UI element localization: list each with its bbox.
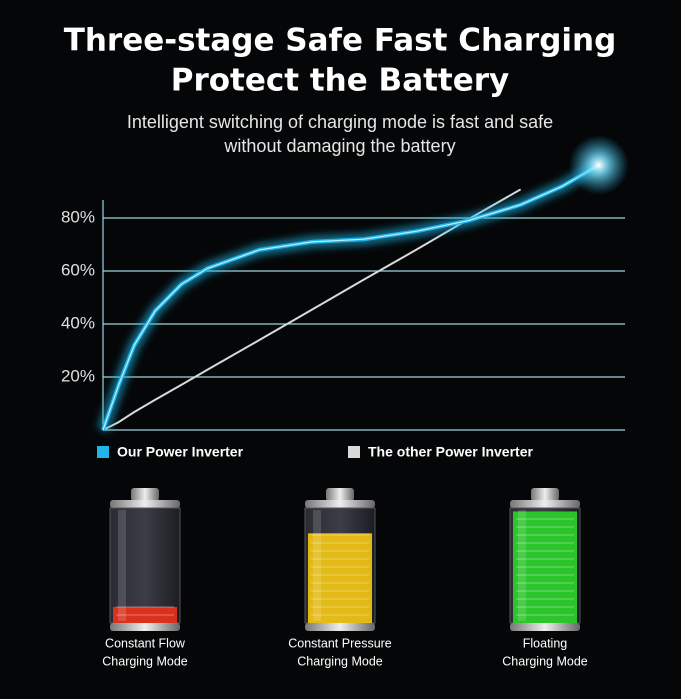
title-line: Three-stage Safe Fast Charging: [64, 23, 617, 59]
battery-band: [510, 500, 580, 508]
battery: [509, 488, 581, 631]
y-tick-label: 80%: [61, 207, 95, 226]
battery-base: [110, 623, 180, 631]
battery-band: [110, 500, 180, 508]
y-tick-label: 40%: [61, 313, 95, 332]
legend-label: The other Power Inverter: [368, 444, 533, 460]
battery-charge: [308, 533, 372, 623]
y-tick-label: 20%: [61, 366, 95, 385]
battery-label: Charging Mode: [297, 654, 383, 668]
legend-swatch: [348, 446, 360, 458]
battery-shine: [518, 510, 526, 621]
legend-swatch: [97, 446, 109, 458]
series-line: [102, 188, 522, 431]
battery-cap: [531, 488, 559, 501]
battery-label: Floating: [523, 636, 568, 650]
battery-cap: [131, 488, 159, 501]
battery-base: [305, 623, 375, 631]
battery-band: [305, 500, 375, 508]
title-line: Protect the Battery: [171, 63, 510, 99]
series-line: [101, 163, 600, 431]
battery-label: Charging Mode: [502, 654, 588, 668]
battery-label: Constant Pressure: [288, 636, 392, 650]
battery-body: [109, 507, 181, 624]
y-tick-label: 60%: [61, 260, 95, 279]
battery-cap: [326, 488, 354, 501]
battery: [304, 488, 376, 631]
subtitle-line: Intelligent switching of charging mode i…: [127, 112, 553, 132]
battery-base: [510, 623, 580, 631]
battery-label: Charging Mode: [102, 654, 188, 668]
line-core: [102, 164, 600, 431]
battery-shine: [313, 510, 321, 621]
battery-charge: [513, 511, 577, 623]
battery-label: Constant Flow: [105, 636, 186, 650]
battery: [109, 488, 181, 631]
battery-charge: [113, 606, 177, 623]
legend-label: Our Power Inverter: [117, 444, 244, 460]
battery-shine: [118, 510, 126, 621]
subtitle-line: without damaging the battery: [223, 136, 455, 156]
flare: [568, 135, 629, 195]
